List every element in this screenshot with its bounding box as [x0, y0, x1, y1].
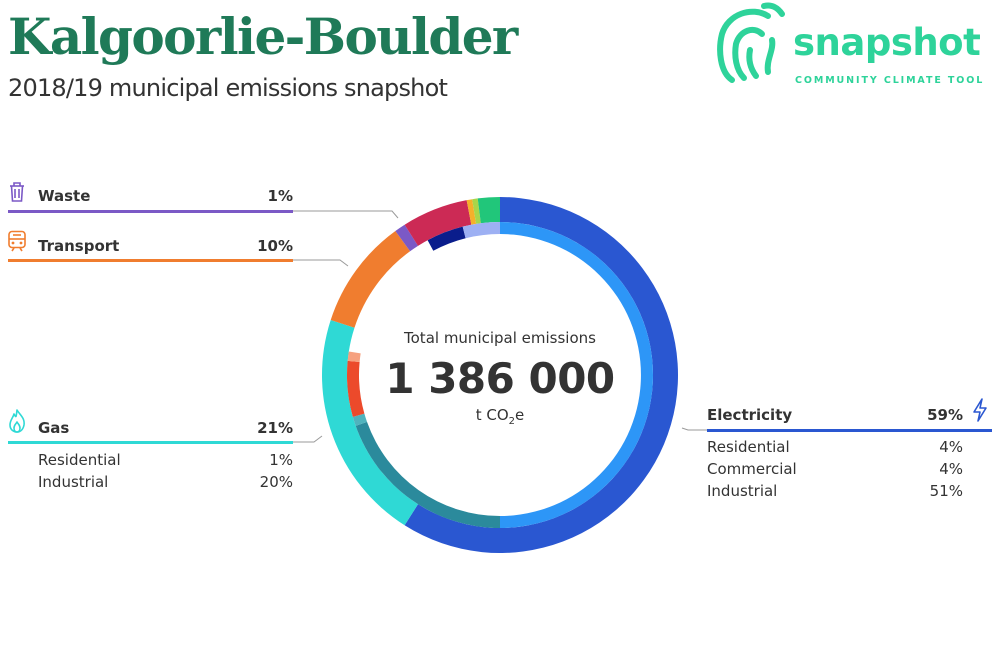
unit-subscript: 2	[508, 416, 516, 427]
electricity-sub-row: Residential 4%	[707, 436, 963, 458]
unit-prefix: t CO	[475, 406, 509, 424]
waste-leader-line	[293, 210, 399, 219]
gas-sub-row: Residential 1%	[38, 449, 293, 471]
electricity-commercial-inner-slice	[427, 226, 466, 251]
waste-category: Waste 1%	[38, 185, 293, 207]
electricity-sub-row: Industrial 51%	[707, 480, 963, 502]
waste-outer-slice	[395, 224, 419, 252]
gas-category: Gas 21%	[38, 417, 293, 439]
gas-sub-percent: 20%	[259, 473, 293, 491]
segment-4-inner-slice	[347, 360, 365, 417]
electricity-sub-label: Residential	[707, 438, 790, 456]
electricity-underline	[707, 429, 992, 432]
gas-sub-label: Residential	[38, 451, 121, 469]
gas-breakdown: Residential 1% Industrial 20%	[38, 449, 293, 493]
snapshot-fingerprint-logo	[717, 2, 785, 83]
transport-category: Transport 10%	[38, 235, 293, 257]
electricity-percent: 59%	[927, 406, 963, 424]
gas-sub-label: Industrial	[38, 473, 109, 491]
gas-label: Gas	[38, 419, 70, 437]
gas-sub-percent: 1%	[269, 451, 293, 469]
gas-outer-slice	[322, 319, 419, 526]
page-subtitle: 2018/19 municipal emissions snapshot	[8, 74, 448, 102]
lightning-icon	[973, 398, 987, 422]
segment-7-outer-slice	[472, 198, 481, 224]
logo-wordmark: snapshot	[793, 21, 981, 64]
gas-sub-row: Industrial 20%	[38, 471, 293, 493]
center-label: Total municipal emissions	[404, 329, 596, 347]
outer-ring	[322, 197, 678, 553]
electricity-category: Electricity 59%	[707, 404, 963, 426]
gas-leader-line	[293, 435, 323, 443]
logo-tagline: COMMUNITY CLIMATE TOOL	[795, 75, 985, 86]
electricity-label: Electricity	[707, 406, 793, 424]
segment-5-inner-slice	[347, 351, 361, 362]
transport-leader-line	[293, 259, 349, 267]
unit-suffix: e	[515, 406, 525, 424]
flame-icon	[9, 409, 25, 433]
electricity-sub-label: Industrial	[707, 482, 778, 500]
electricity-sub-percent: 4%	[939, 438, 963, 456]
transport-percent: 10%	[257, 237, 293, 255]
segment-8-outer-slice	[477, 197, 500, 224]
transport-outer-slice	[330, 230, 411, 328]
electricity-sub-row: Commercial 4%	[707, 458, 963, 480]
electricity-sub-percent: 4%	[939, 460, 963, 478]
segment-5-outer-slice	[404, 200, 472, 246]
electricity-sub-label: Commercial	[707, 460, 797, 478]
transport-underline	[8, 259, 293, 262]
electricity-breakdown: Residential 4% Commercial 4% Industrial …	[707, 436, 963, 502]
gas-industrial-inner-slice	[355, 421, 500, 528]
waste-underline	[8, 210, 293, 213]
waste-label: Waste	[38, 187, 91, 205]
electricity-sub-percent: 51%	[929, 482, 963, 500]
gas-percent: 21%	[257, 419, 293, 437]
inner-ring	[347, 222, 653, 528]
center-total-value: 1 386 000	[385, 354, 615, 403]
gas-underline	[8, 441, 293, 444]
electricity-outer-slice	[404, 197, 678, 553]
electricity-leader-line	[681, 427, 707, 431]
electricity-residential-inner-slice	[462, 222, 500, 239]
segment-6-outer-slice	[466, 199, 477, 225]
page-title: Kalgoorlie-Boulder	[8, 7, 518, 66]
gas-residential-inner-slice	[352, 413, 368, 426]
transport-label: Transport	[38, 237, 120, 255]
waste-percent: 1%	[267, 187, 293, 205]
leader-lines	[293, 210, 707, 443]
trash-icon	[10, 182, 24, 202]
center-unit: t CO2e	[420, 405, 580, 432]
train-icon	[8, 230, 26, 252]
